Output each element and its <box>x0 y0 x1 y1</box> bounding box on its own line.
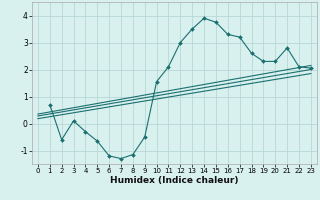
X-axis label: Humidex (Indice chaleur): Humidex (Indice chaleur) <box>110 176 239 185</box>
